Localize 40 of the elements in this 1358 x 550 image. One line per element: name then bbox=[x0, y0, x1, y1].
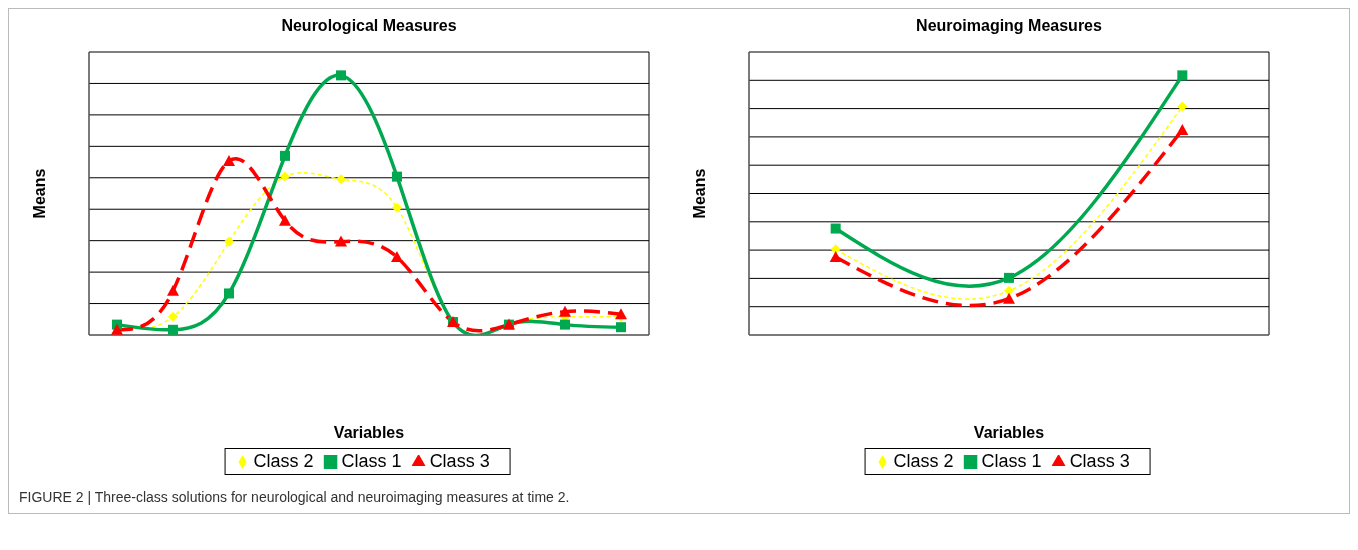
point bbox=[1177, 70, 1188, 81]
caption: FIGURE 2 | Three-class solutions for neurological and neuroimaging measures at time 2. bbox=[19, 489, 570, 505]
point bbox=[1176, 123, 1189, 135]
y-axis-title: Means bbox=[690, 168, 708, 219]
point bbox=[280, 171, 290, 182]
legend-label: Class 1 bbox=[981, 451, 1042, 471]
point bbox=[335, 235, 347, 247]
point bbox=[336, 70, 346, 81]
point bbox=[279, 214, 291, 226]
x-axis-title: Variables bbox=[973, 424, 1045, 441]
point bbox=[167, 284, 179, 296]
point bbox=[392, 202, 402, 213]
point bbox=[336, 174, 346, 185]
point bbox=[391, 251, 403, 263]
point bbox=[829, 251, 842, 263]
point bbox=[560, 319, 570, 330]
point bbox=[223, 155, 235, 167]
legend-label: Class 3 bbox=[1069, 451, 1130, 471]
y-axis-title: Means bbox=[30, 168, 48, 219]
point bbox=[830, 223, 841, 234]
point bbox=[280, 150, 290, 161]
legend-label: Class 3 bbox=[429, 451, 490, 471]
legend-label: Class 2 bbox=[893, 451, 954, 471]
point bbox=[392, 171, 402, 182]
point bbox=[168, 324, 178, 335]
point bbox=[1004, 285, 1014, 296]
x-axis-title: Variables bbox=[333, 424, 405, 441]
point bbox=[830, 244, 841, 255]
chart-title: Neuroimaging Measures bbox=[915, 17, 1103, 36]
legend-label: Class 1 bbox=[341, 451, 402, 471]
point bbox=[1177, 101, 1188, 112]
chart-title: Neurological Measures bbox=[280, 17, 458, 36]
point bbox=[616, 322, 626, 333]
point bbox=[559, 305, 571, 317]
point bbox=[168, 311, 178, 322]
point bbox=[224, 288, 234, 299]
point bbox=[1004, 272, 1014, 283]
legend-label: Class 2 bbox=[253, 451, 314, 471]
point bbox=[224, 236, 234, 247]
point bbox=[1003, 292, 1015, 304]
